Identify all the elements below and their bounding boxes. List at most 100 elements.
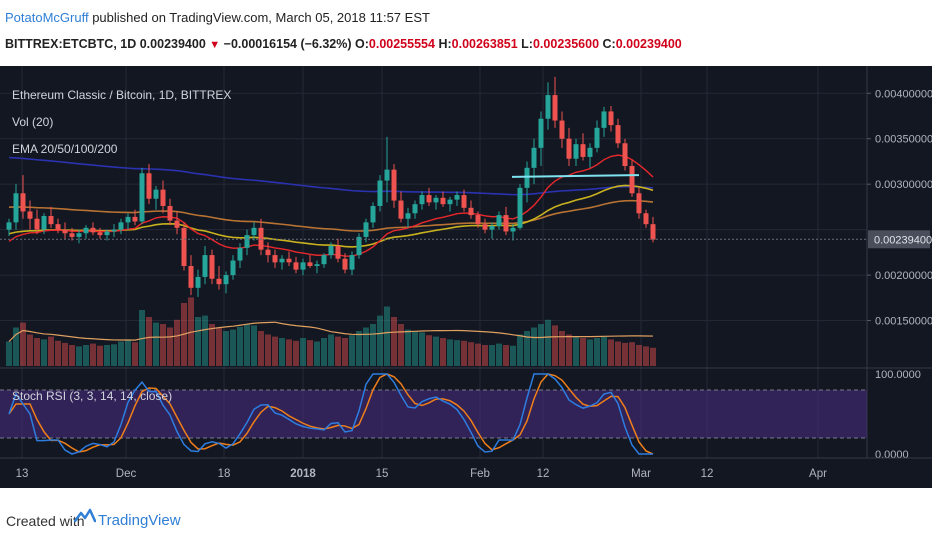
candle-body — [69, 233, 75, 237]
candle — [405, 207, 411, 228]
candle-body — [146, 173, 152, 199]
candle — [573, 138, 579, 166]
down-triangle-icon: ▼ — [209, 39, 221, 51]
candle-body — [636, 193, 642, 214]
candle-body — [251, 227, 257, 236]
candle-body — [531, 147, 537, 168]
volume-bar — [517, 334, 523, 366]
candle — [174, 211, 180, 235]
candle — [90, 222, 96, 236]
low-value: 0.00235600 — [532, 37, 600, 51]
volume-bar — [615, 341, 621, 366]
candle — [377, 175, 383, 212]
volume-bar — [97, 345, 103, 366]
candle-body — [272, 255, 278, 263]
volume-bar — [83, 345, 89, 366]
candle — [335, 238, 341, 263]
candle-body — [419, 195, 425, 205]
candle-body — [97, 232, 103, 236]
candle-body — [209, 255, 215, 279]
candle-body — [468, 207, 474, 216]
last-price-badge — [868, 230, 930, 249]
candle-body — [62, 229, 68, 234]
candle — [125, 213, 131, 230]
volume-bar — [531, 327, 537, 366]
candle-body — [580, 144, 586, 157]
candle-body — [433, 197, 439, 203]
ema50-line — [8, 184, 654, 248]
volume-bar — [489, 345, 495, 366]
volume-bar — [377, 315, 383, 366]
volume-bar — [643, 346, 649, 366]
published-text: published on TradingView.com, March 05, … — [92, 10, 430, 25]
candle — [622, 138, 628, 171]
candle — [13, 184, 19, 230]
volume-bar — [272, 336, 278, 366]
volume-bar — [34, 338, 40, 366]
legend-ema: EMA 20/50/100/200 — [12, 142, 118, 156]
volume-bar — [447, 339, 453, 366]
price-tick-label: 0.00150000 — [875, 316, 932, 328]
tradingview-brand[interactable]: TradingView — [98, 512, 181, 529]
time-tick-label: Mar — [631, 468, 651, 480]
candle-body — [202, 255, 208, 277]
volume-bar — [62, 342, 68, 366]
candle-body — [314, 264, 320, 266]
volume-bar — [398, 324, 404, 366]
volume-bar — [146, 317, 152, 366]
volume-bar — [321, 338, 327, 366]
time-tick-label: 2018 — [290, 468, 316, 480]
candle-body — [370, 206, 376, 223]
volume-bar — [580, 338, 586, 366]
volume-bar — [454, 340, 460, 366]
candle — [146, 164, 152, 205]
publication-line: PotatoMcGruff published on TradingView.c… — [5, 10, 430, 25]
candle — [167, 198, 173, 226]
candle — [55, 218, 61, 234]
candle-body — [608, 111, 614, 126]
candle — [447, 196, 453, 212]
last-price: 0.00239400 — [139, 37, 206, 51]
volume-bar — [440, 338, 446, 366]
volume-bar — [118, 341, 124, 366]
candle — [27, 200, 33, 230]
legend-title: Ethereum Classic / Bitcoin, 1D, BITTREX — [12, 88, 231, 102]
volume-bar — [104, 345, 110, 366]
tradingview-logo-icon[interactable] — [74, 508, 96, 524]
candle — [111, 224, 117, 237]
volume-bars — [6, 297, 656, 366]
candle — [342, 253, 348, 274]
candle-body — [426, 195, 432, 203]
volume-bar — [475, 343, 481, 366]
close-value: 0.00239400 — [615, 37, 682, 51]
candle-body — [195, 276, 201, 288]
volume-bar — [545, 319, 551, 366]
candle-body — [174, 220, 180, 228]
candle-body — [153, 189, 159, 199]
time-tick-label: 18 — [218, 468, 231, 480]
candle — [510, 224, 516, 241]
candle — [328, 242, 334, 259]
candle-body — [83, 227, 89, 234]
candle — [587, 143, 593, 168]
author-link[interactable]: PotatoMcGruff — [5, 10, 89, 25]
chart-area[interactable]: 0.00400000 0.00350000 0.00300000 0.00200000… — [0, 66, 932, 488]
candle-body — [601, 111, 607, 128]
ema-lines — [8, 154, 654, 257]
candle — [482, 218, 488, 234]
volume-bar — [559, 331, 565, 366]
candle-body — [132, 216, 138, 222]
candle — [356, 233, 362, 259]
volume-bar — [41, 339, 47, 366]
chart-svg[interactable]: 0.00400000 0.00350000 0.00300000 0.00200000… — [0, 66, 932, 488]
candle-body — [34, 218, 40, 230]
candle — [398, 191, 404, 223]
candle — [69, 227, 75, 241]
volume-bar — [13, 327, 19, 366]
candle — [34, 209, 40, 235]
volume-bar — [27, 334, 33, 366]
trendline — [511, 174, 640, 178]
volume-bar — [503, 345, 509, 366]
candle-body — [104, 231, 110, 236]
volume-bar — [244, 324, 250, 366]
